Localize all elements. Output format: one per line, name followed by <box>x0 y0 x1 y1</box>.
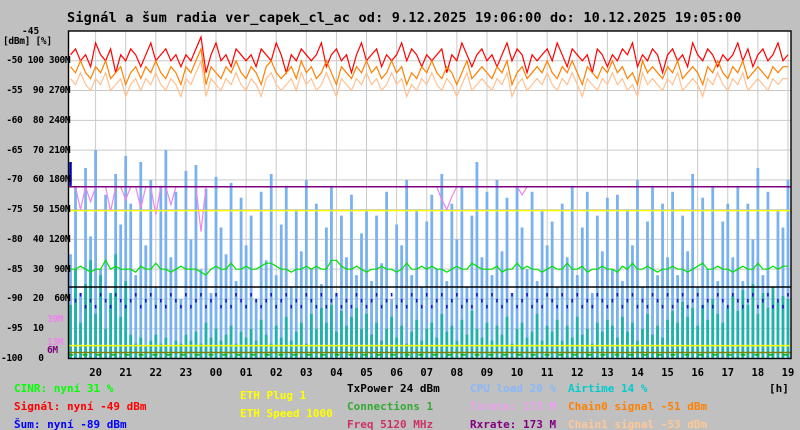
legend-chain0: Chain0 signal -51 dBm <box>568 400 708 413</box>
legend-airtime: Airtime 14 % <box>568 382 648 395</box>
x-axis-hour-label: 00 <box>209 367 223 379</box>
x-axis-hour-label: 15 <box>661 367 674 379</box>
x-axis-hour-label: 20 <box>89 367 102 379</box>
x-axis-hour-label: 07 <box>420 367 434 379</box>
x-axis-hour-label: 21 <box>119 367 133 379</box>
y-axis-top-label: -45 <box>22 26 40 37</box>
legend-cinr: CINR: nyní 31 % <box>14 382 114 395</box>
x-axis-hour-label: 06 <box>390 367 403 379</box>
rate-annotation-13M: 13M <box>47 336 63 348</box>
legend-freq: Freq 5120 MHz <box>347 418 434 430</box>
chart-title: Signál a šum radia ver_capek_cl_ac od: 9… <box>67 10 742 26</box>
y-axis-label: -80 40 120M <box>1 233 71 245</box>
x-axis-hour-label: 12 <box>570 367 584 379</box>
y-axis-unit-label: [dBm] [%] <box>3 36 52 47</box>
rate-annotation-39M: 39M <box>47 313 63 325</box>
legend-noise: Šum: nyní -89 dBm <box>14 418 127 430</box>
x-axis-hour-label: 19 <box>781 367 795 379</box>
x-axis-unit-label: [h] <box>769 382 789 395</box>
y-axis-label: -100 0 <box>1 353 44 364</box>
x-axis-hour-label: 02 <box>269 367 283 379</box>
series-chain1-signal <box>70 58 788 99</box>
plot-border <box>67 30 792 360</box>
y-axis-label: -90 20 60M <box>1 293 71 305</box>
legend-signal: Signál: nyní -49 dBm <box>14 400 147 413</box>
legend-txpower: TxPower 24 dBm <box>347 382 440 395</box>
series-signal <box>70 34 789 75</box>
legend-eth-plug: ETH Plug 1 <box>240 389 307 402</box>
y-axis-label: -70 60 180M <box>1 174 71 186</box>
legend-chain1: Chain1 signal -53 dBm <box>568 418 708 430</box>
x-axis-hour-label: 04 <box>330 367 343 379</box>
rate-annotation-6M: 6M <box>47 344 58 356</box>
y-axis-label: -50 100 300M <box>1 55 71 67</box>
x-axis-hour-label: 01 <box>239 367 253 379</box>
plot-background <box>68 31 791 359</box>
series-chain0-signal <box>70 46 788 87</box>
x-axis-hour-label: 10 <box>510 367 524 379</box>
legend-cpu-load: CPU load 20 % <box>470 382 557 395</box>
y-axis-label: -55 90 270M <box>1 85 71 97</box>
x-axis-hour-label: 18 <box>751 367 765 379</box>
x-axis-hour-label: 16 <box>691 367 704 379</box>
legend-txrate: Txrate: 173 M <box>470 400 557 413</box>
legend-rxrate: Rxrate: 173 M <box>470 418 557 430</box>
x-axis-hour-label: 17 <box>721 367 735 379</box>
x-axis-hour-label: 23 <box>179 367 193 379</box>
y-axis-label: -60 80 240M <box>1 114 71 126</box>
series-cinr <box>70 259 788 276</box>
x-axis-hour-label: 22 <box>149 367 163 379</box>
y-axis-label: -85 30 90M <box>1 263 71 275</box>
legend-eth-speed: ETH Speed 1000 <box>240 407 333 420</box>
legend-connections: Connections 1 <box>347 400 434 413</box>
y-axis-label: -65 70 210M <box>1 144 71 156</box>
x-axis-hour-label: 05 <box>360 367 373 379</box>
x-axis-hour-label: 11 <box>540 367 554 379</box>
x-axis-hour-label: 03 <box>299 367 313 379</box>
x-axis-hour-label: 09 <box>480 367 494 379</box>
x-axis-hour-label: 13 <box>601 367 614 379</box>
y-axis-label: -75 50 150M <box>1 204 71 216</box>
y-axis-label: -95 10 <box>1 323 44 335</box>
x-axis-hour-label: 08 <box>450 367 464 379</box>
x-axis-hour-label: 14 <box>631 367 644 379</box>
series-noise <box>69 167 789 309</box>
